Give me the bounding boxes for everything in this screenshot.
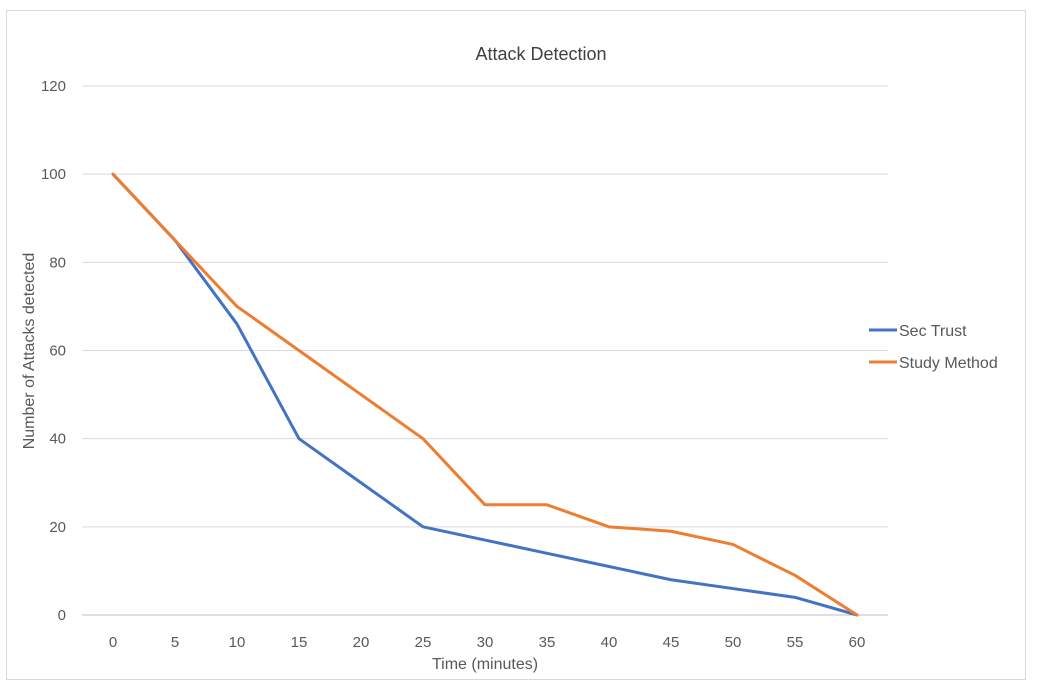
- series-lines: [111, 172, 859, 617]
- x-tick-label: 10: [229, 634, 246, 651]
- y-tick-label: 40: [49, 431, 66, 448]
- x-tick-label: 0: [109, 634, 117, 651]
- x-tick-label: 25: [415, 634, 432, 651]
- chart-title: Attack Detection: [475, 44, 606, 64]
- x-tick-label: 15: [291, 634, 308, 651]
- x-tick-label: 35: [539, 634, 556, 651]
- x-tick-label: 60: [849, 634, 866, 651]
- x-tick-label: 45: [663, 634, 680, 651]
- y-tick-label: 60: [49, 343, 66, 360]
- series-line-1: [111, 172, 859, 617]
- y-tick-label: 20: [49, 519, 66, 536]
- y-tick-label: 100: [41, 166, 66, 183]
- legend-label: Study Method: [899, 355, 998, 372]
- x-tick-label: 40: [601, 634, 618, 651]
- x-axis-title: Time (minutes): [432, 656, 538, 673]
- legend-label: Sec Trust: [899, 323, 967, 340]
- series-line-2: [111, 172, 859, 617]
- x-tick-labels: 0 5 10 15 20 25 30 35 40 45 50 55 60: [109, 634, 866, 651]
- y-tick-labels: 0 20 40 60 80 100 120: [41, 78, 66, 624]
- gridlines: [82, 85, 888, 616]
- y-tick-label: 120: [41, 78, 66, 95]
- legend: Sec Trust Study Method: [869, 323, 998, 372]
- y-tick-label: 80: [49, 254, 66, 271]
- y-tick-label: 0: [58, 607, 66, 624]
- x-tick-label: 55: [787, 634, 804, 651]
- chart-frame: [6, 10, 1026, 680]
- x-tick-label: 50: [725, 634, 742, 651]
- x-tick-label: 5: [171, 634, 179, 651]
- x-tick-label: 30: [477, 634, 494, 651]
- y-axis-title: Number of Attacks detected: [21, 253, 38, 450]
- x-tick-label: 20: [353, 634, 370, 651]
